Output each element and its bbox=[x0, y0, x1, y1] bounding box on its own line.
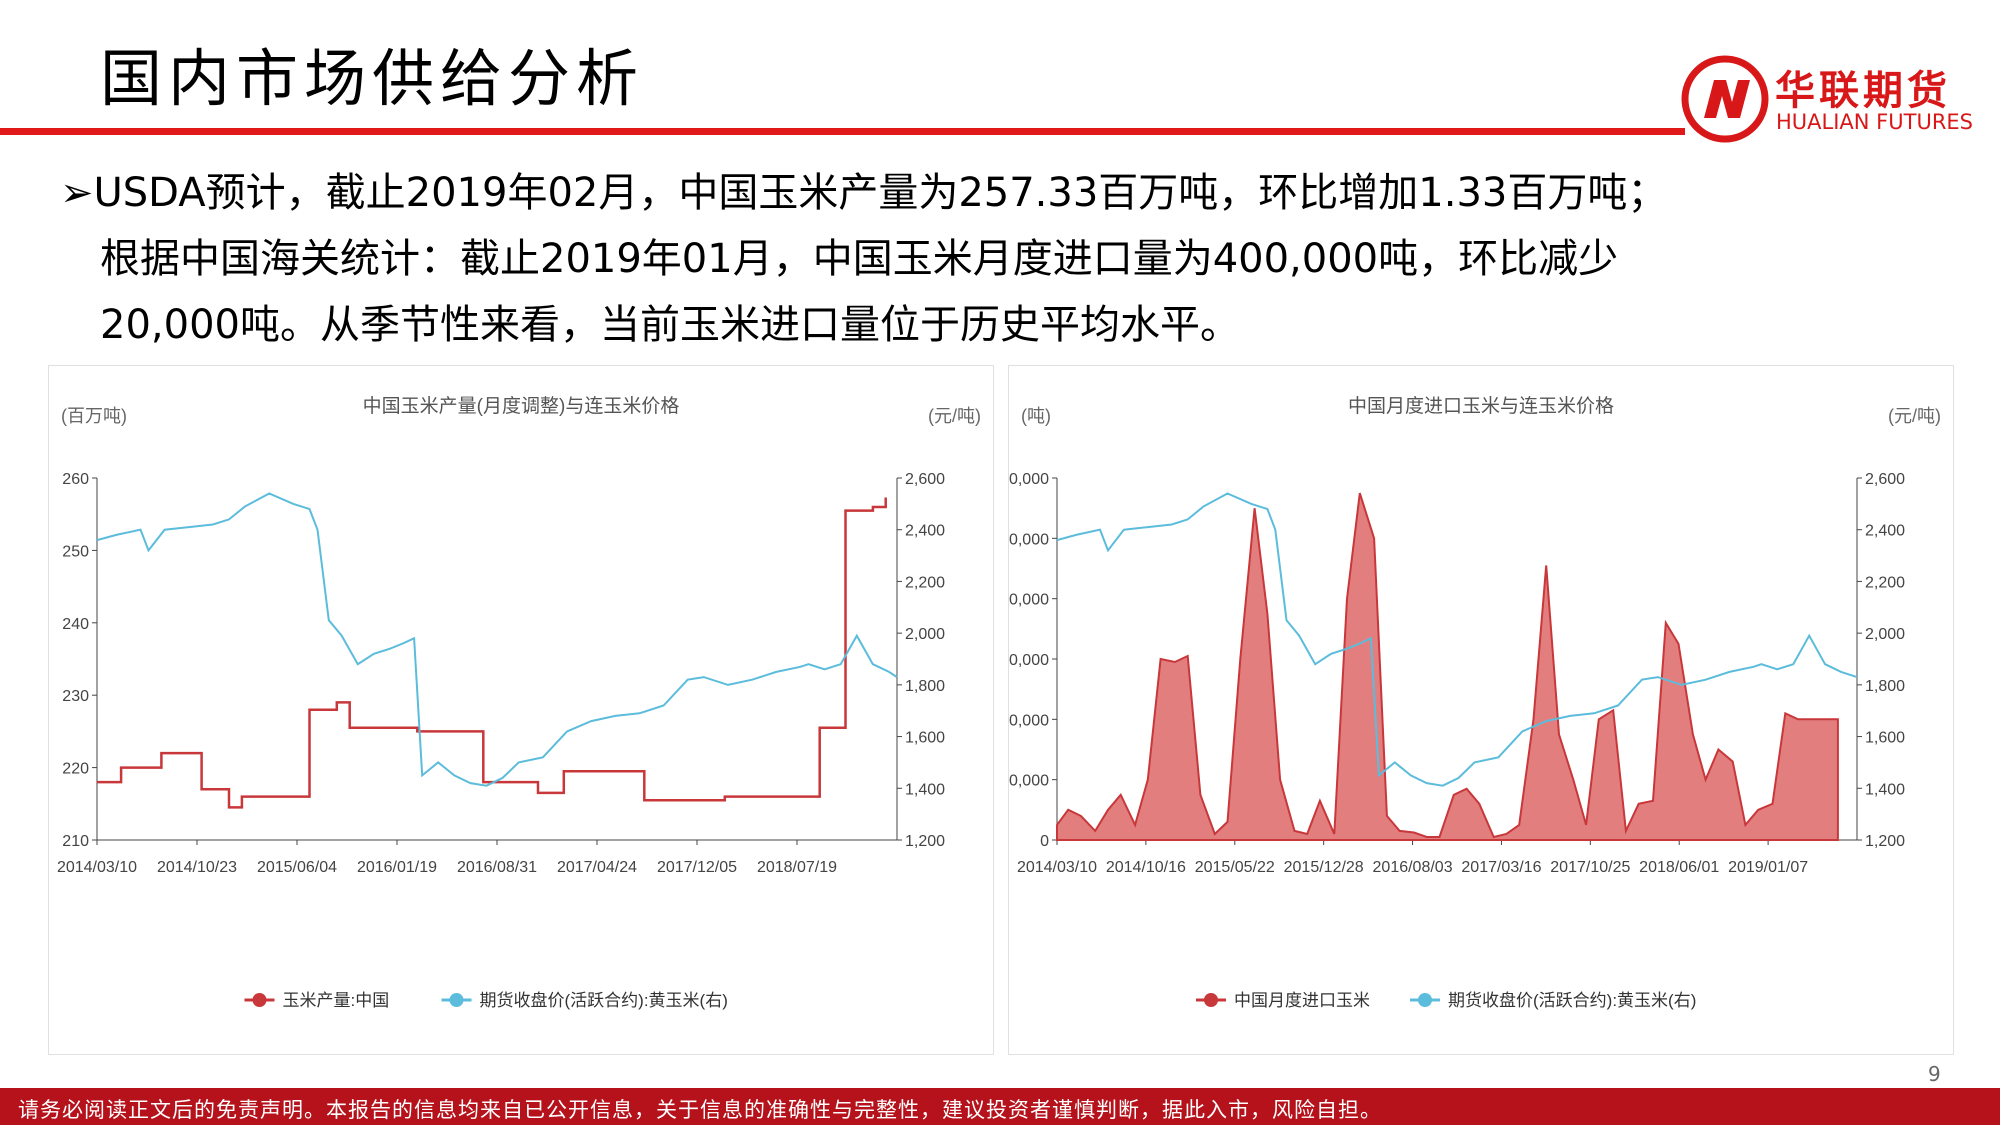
legend-swatch-dot bbox=[449, 993, 464, 1007]
bullet-line: 根据中国海关统计：截止2019年01月，中国玉米月度进口量为400,000吨，环… bbox=[100, 236, 1619, 282]
y-tick-label-left: 220 bbox=[62, 761, 89, 778]
title-underline bbox=[0, 128, 1685, 135]
x-tick-label: 2014/03/10 bbox=[57, 859, 137, 876]
y-tick-label-left: 1,000,000 bbox=[1009, 531, 1049, 548]
y-tick-label-right: 1,200 bbox=[1865, 833, 1905, 850]
series-area-imports bbox=[1056, 492, 1839, 841]
x-tick-label: 2014/10/16 bbox=[1106, 859, 1186, 876]
series-line-production bbox=[97, 497, 887, 809]
legend-label: 玉米产量:中国 bbox=[283, 991, 390, 1010]
y-tick-label-left: 400,000 bbox=[1009, 712, 1049, 729]
x-tick-label: 2016/08/31 bbox=[457, 859, 537, 876]
x-tick-label: 2015/05/22 bbox=[1195, 859, 1275, 876]
y-tick-label-right: 1,600 bbox=[905, 730, 945, 747]
y-tick-label-right: 2,400 bbox=[1865, 523, 1905, 540]
legend-label: 中国月度进口玉米 bbox=[1234, 991, 1370, 1010]
x-tick-label: 2017/04/24 bbox=[557, 859, 637, 876]
legend-label: 期货收盘价(活跃合约):黄玉米(右) bbox=[480, 991, 728, 1010]
y-tick-label-left: 230 bbox=[62, 688, 89, 705]
x-tick-label: 2017/03/16 bbox=[1461, 859, 1541, 876]
y-tick-label-left: 210 bbox=[62, 833, 89, 850]
y-tick-label-right: 1,400 bbox=[1865, 781, 1905, 798]
bullet-paragraph: ➢USDA预计，截止2019年02月，中国玉米产量为257.33百万吨，环比增加… bbox=[60, 160, 1920, 358]
x-tick-label: 2018/06/01 bbox=[1639, 859, 1719, 876]
y-tick-label-right: 2,600 bbox=[1865, 471, 1905, 488]
series-line-price bbox=[1056, 492, 1858, 787]
y-tick-label-right: 2,200 bbox=[905, 574, 945, 591]
x-tick-label: 2017/12/05 bbox=[657, 859, 737, 876]
y-tick-label-right: 2,600 bbox=[905, 471, 945, 488]
y-tick-label-right: 1,600 bbox=[1865, 730, 1905, 747]
y-tick-label-left: 0 bbox=[1040, 833, 1049, 850]
legend-swatch-dot bbox=[252, 993, 267, 1007]
y-tick-label-right: 1,400 bbox=[905, 781, 945, 798]
footer-bar: 请务必阅读正文后的免责声明。本报告的信息均来自已公开信息，关于信息的准确性与完整… bbox=[0, 1088, 2000, 1125]
x-tick-label: 2018/07/19 bbox=[757, 859, 837, 876]
x-tick-label: 2015/06/04 bbox=[257, 859, 337, 876]
chart-corn-production-vs-price: 中国玉米产量(月度调整)与连玉米价格 (百万吨) (元/吨) 210 220 230 240… bbox=[57, 395, 981, 1010]
y-axis-right-unit: (元/吨) bbox=[1888, 406, 1941, 426]
x-tick-label: 2019/01/07 bbox=[1728, 859, 1808, 876]
x-tick-label: 2014/03/10 bbox=[1017, 859, 1097, 876]
y-axis-left-unit: (吨) bbox=[1021, 406, 1051, 426]
series-line-price bbox=[96, 492, 898, 787]
y-tick-label-left: 600,000 bbox=[1009, 652, 1049, 669]
disclaimer-text: 请务必阅读正文后的免责声明。本报告的信息均来自已公开信息，关于信息的准确性与完整… bbox=[18, 1098, 1382, 1122]
bullet-line: ➢USDA预计，截止2019年02月，中国玉米产量为257.33百万吨，环比增加… bbox=[60, 160, 1920, 226]
y-tick-label-right: 2,000 bbox=[1865, 626, 1905, 643]
legend-swatch-dot bbox=[1204, 993, 1218, 1007]
chart-panel-corn-imports: 中国月度进口玉米与连玉米价格 (吨) (元/吨) 0 200,000 400,000 600… bbox=[1008, 365, 1954, 1055]
page-number: 9 bbox=[1928, 1062, 1941, 1086]
legend-label: 期货收盘价(活跃合约):黄玉米(右) bbox=[1448, 991, 1696, 1010]
y-axis-right-unit: (元/吨) bbox=[928, 406, 981, 426]
bullet-line: 20,000吨。从季节性来看，当前玉米进口量位于历史平均水平。 bbox=[100, 302, 1240, 348]
y-tick-label-right: 2,400 bbox=[905, 523, 945, 540]
x-tick-label: 2014/10/23 bbox=[157, 859, 237, 876]
x-tick-label: 2016/01/19 bbox=[357, 859, 437, 876]
y-axis-left-unit: (百万吨) bbox=[61, 406, 127, 426]
bullet-text: USDA预计，截止2019年02月，中国玉米产量为257.33百万吨，环比增加1… bbox=[93, 170, 1668, 216]
y-tick-label-right: 2,200 bbox=[1865, 574, 1905, 591]
legend-swatch-dot bbox=[1418, 993, 1432, 1007]
y-tick-label-left: 800,000 bbox=[1009, 592, 1049, 609]
logo-name-cn: 华联期货 bbox=[1775, 68, 1951, 114]
x-tick-label: 2015/12/28 bbox=[1284, 859, 1364, 876]
company-logo: 华联期货 HUALIAN FUTURES bbox=[1680, 54, 1980, 144]
chart-title: 中国玉米产量(月度调整)与连玉米价格 bbox=[363, 395, 680, 417]
y-tick-label-left: 260 bbox=[62, 471, 89, 488]
y-tick-label-left: 200,000 bbox=[1009, 773, 1049, 790]
y-tick-label-left: 240 bbox=[62, 616, 89, 633]
y-tick-label-right: 1,800 bbox=[905, 678, 945, 695]
y-tick-label-right: 1,800 bbox=[1865, 678, 1905, 695]
y-tick-label-left: 1,200,000 bbox=[1009, 471, 1049, 488]
chart-title: 中国月度进口玉米与连玉米价格 bbox=[1348, 395, 1614, 417]
page-title: 国内市场供给分析 bbox=[100, 42, 645, 115]
x-tick-label: 2016/08/03 bbox=[1373, 859, 1453, 876]
y-tick-label-left: 250 bbox=[62, 543, 89, 560]
logo-name-en: HUALIAN FUTURES bbox=[1776, 110, 1974, 134]
hualian-logo-icon bbox=[1681, 55, 1769, 143]
y-tick-label-right: 2,000 bbox=[905, 626, 945, 643]
x-tick-label: 2017/10/25 bbox=[1550, 859, 1630, 876]
y-tick-label-right: 1,200 bbox=[905, 833, 945, 850]
chart-corn-imports-vs-price: 中国月度进口玉米与连玉米价格 (吨) (元/吨) 0 200,000 400,000 600… bbox=[1009, 395, 1941, 1010]
chart-panel-corn-production: 中国玉米产量(月度调整)与连玉米价格 (百万吨) (元/吨) 210 220 230 240… bbox=[48, 365, 994, 1055]
bullet-marker-icon: ➢ bbox=[60, 170, 94, 216]
